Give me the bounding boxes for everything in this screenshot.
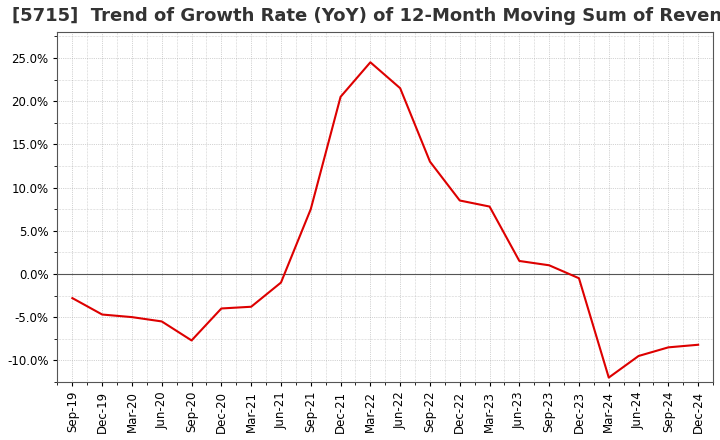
Title: [5715]  Trend of Growth Rate (YoY) of 12-Month Moving Sum of Revenues: [5715] Trend of Growth Rate (YoY) of 12-…: [12, 7, 720, 25]
